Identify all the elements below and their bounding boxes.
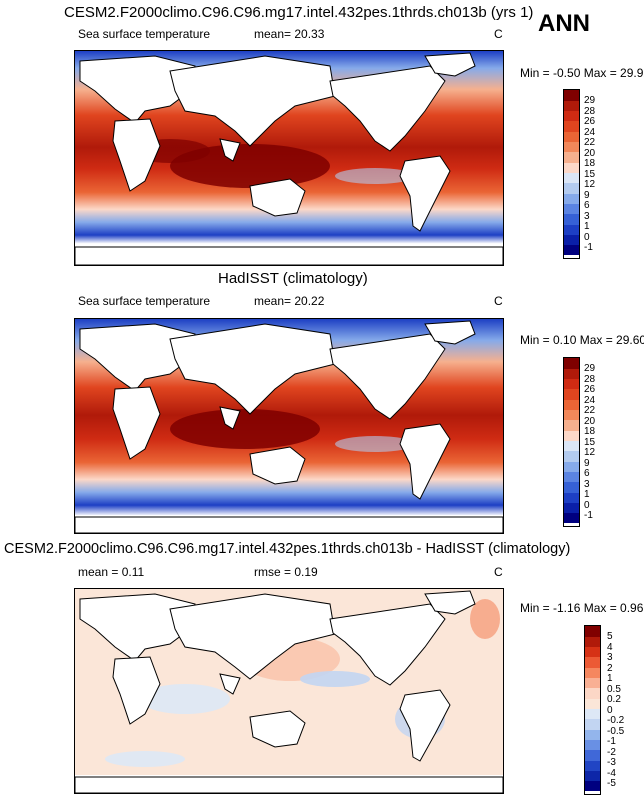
panel3-units: C xyxy=(494,565,503,579)
panel3-title: CESM2.F2000climo.C96.C96.mg17.intel.432p… xyxy=(4,541,571,557)
colorbar-tick: 3 xyxy=(607,652,613,663)
panel1-minmax: Min = -0.50 Max = 29.92 xyxy=(520,66,644,80)
panel1-variable-label: Sea surface temperature xyxy=(78,27,211,41)
colorbar-tick: 20 xyxy=(584,416,596,427)
panel1-colorbar xyxy=(563,89,580,259)
colorbar-tick: -4 xyxy=(607,768,616,779)
colorbar-tick: 0.5 xyxy=(607,684,621,695)
colorbar-tick: -5 xyxy=(607,778,616,789)
colorbar-tick: 4 xyxy=(607,642,613,653)
season-label: ANN xyxy=(538,10,590,37)
colorbar-tick: 1 xyxy=(607,673,613,684)
panel2-mean: mean= 20.22 xyxy=(254,294,325,308)
colorbar-tick: 24 xyxy=(584,127,596,138)
panel1-units: C xyxy=(494,27,503,41)
colorbar-tick: 26 xyxy=(584,116,596,127)
panel2-title: HadISST (climatology) xyxy=(218,270,368,287)
panel2-minmax: Min = 0.10 Max = 29.60 xyxy=(520,333,644,347)
colorbar-tick: 15 xyxy=(584,169,596,180)
colorbar-tick: 2 xyxy=(607,663,613,674)
colorbar-tick: 12 xyxy=(584,179,596,190)
colorbar-tick: 3 xyxy=(584,211,590,222)
colorbar-tick: 0 xyxy=(607,705,613,716)
panel3-rmse: rmse = 0.19 xyxy=(254,565,318,579)
colorbar-tick: -3 xyxy=(607,757,616,768)
colorbar-tick: 15 xyxy=(584,437,596,448)
panel3-colorbar xyxy=(584,625,601,795)
colorbar-tick: 5 xyxy=(607,631,613,642)
panel1-mean: mean= 20.33 xyxy=(254,27,325,41)
panel3-mean: mean = 0.11 xyxy=(78,565,145,579)
colorbar-tick: 18 xyxy=(584,158,596,169)
colorbar-tick: 6 xyxy=(584,468,590,479)
colorbar-tick: 18 xyxy=(584,426,596,437)
colorbar-tick: -0.5 xyxy=(607,726,625,737)
colorbar-tick: 22 xyxy=(584,405,596,416)
colorbar-tick: 20 xyxy=(584,148,596,159)
colorbar-tick: 1 xyxy=(584,221,590,232)
colorbar-tick: 12 xyxy=(584,447,596,458)
panel2-units: C xyxy=(494,294,503,308)
panel1-title: CESM2.F2000climo.C96.C96.mg17.intel.432p… xyxy=(64,4,534,21)
colorbar-tick: 1 xyxy=(584,489,590,500)
colorbar-tick: 0 xyxy=(584,232,590,243)
colorbar-tick: -1 xyxy=(584,510,593,521)
colorbar-tick: 0.2 xyxy=(607,694,621,705)
colorbar-tick: 3 xyxy=(584,479,590,490)
panel1-map xyxy=(74,50,504,266)
colorbar-tick: 9 xyxy=(584,190,590,201)
colorbar-tick: 6 xyxy=(584,200,590,211)
colorbar-tick: -1 xyxy=(584,242,593,253)
colorbar-tick: 29 xyxy=(584,95,596,106)
colorbar-tick: -1 xyxy=(607,736,616,747)
colorbar-tick: 28 xyxy=(584,106,596,117)
colorbar-tick: 9 xyxy=(584,458,590,469)
panel3-minmax: Min = -1.16 Max = 0.96 xyxy=(520,601,644,615)
colorbar-tick: 0 xyxy=(584,500,590,511)
colorbar-tick: -2 xyxy=(607,747,616,758)
colorbar-tick: 24 xyxy=(584,395,596,406)
panel2-variable-label: Sea surface temperature xyxy=(78,294,211,308)
panel3-map xyxy=(74,588,504,794)
panel2-colorbar xyxy=(563,357,580,527)
colorbar-tick: 22 xyxy=(584,137,596,148)
panel2-map xyxy=(74,318,504,534)
colorbar-tick: -0.2 xyxy=(607,715,625,726)
colorbar-tick: 28 xyxy=(584,374,596,385)
colorbar-tick: 26 xyxy=(584,384,596,395)
colorbar-tick: 29 xyxy=(584,363,596,374)
